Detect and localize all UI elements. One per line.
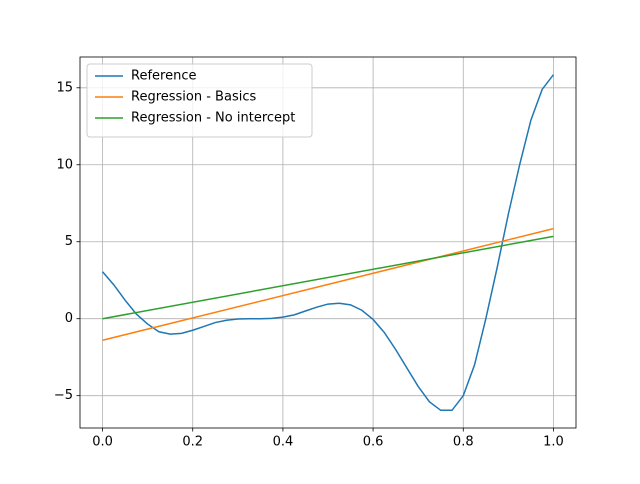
x-tick-label: 0.0 (92, 435, 113, 450)
legend-label: Regression - No intercept (131, 111, 295, 126)
legend: Reference Regression - Basics Regression -… (86, 63, 313, 138)
y-tick-label: −5 (54, 388, 73, 403)
x-tick-label: 0.6 (363, 435, 384, 450)
y-tick-label: 0 (65, 311, 73, 326)
series-line (102, 227, 554, 341)
legend-label: Reference (131, 69, 196, 84)
plot-frame (79, 56, 577, 429)
legend-label: Regression - Basics (131, 90, 256, 105)
x-tick-label: 0.4 (273, 435, 294, 450)
legend-box (86, 63, 313, 138)
x-tick-label: 0.2 (182, 435, 203, 450)
x-tick-label: 1.0 (543, 435, 564, 450)
series-line (102, 235, 554, 320)
series-line (101, 74, 555, 412)
y-tick-label: 15 (56, 80, 73, 95)
y-tick-label: 5 (65, 234, 73, 249)
y-tick-label: 10 (56, 157, 73, 172)
x-tick-label: 0.8 (453, 435, 474, 450)
